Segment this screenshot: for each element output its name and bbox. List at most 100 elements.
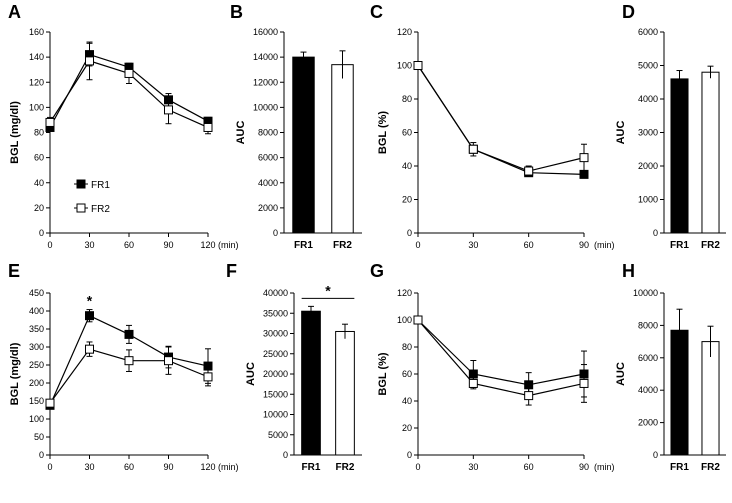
y-tick-label: 16000 bbox=[253, 27, 278, 37]
y-tick-label: 120 bbox=[397, 288, 412, 298]
x-tick-label: 90 bbox=[163, 240, 173, 250]
y-tick-label: 100 bbox=[29, 414, 44, 424]
x-tick-label: 60 bbox=[124, 240, 134, 250]
y-tick-label: 100 bbox=[29, 102, 44, 112]
y-tick-label: 0 bbox=[653, 228, 658, 238]
y-tick-label: 10000 bbox=[263, 410, 288, 420]
data-point-fr2 bbox=[203, 122, 213, 132]
y-tick-label: 20000 bbox=[263, 369, 288, 379]
bar-fr1 bbox=[292, 56, 315, 234]
data-point-fr2 bbox=[468, 378, 478, 388]
data-point-fr1 bbox=[124, 329, 134, 339]
series-line-fr1 bbox=[417, 319, 585, 386]
category-label: FR2 bbox=[701, 240, 720, 251]
data-point-fr2 bbox=[524, 391, 534, 401]
data-point-fr1 bbox=[85, 311, 94, 321]
data-point-fr2 bbox=[124, 68, 134, 78]
y-axis-label: AUC bbox=[615, 121, 627, 145]
x-tick-label: 30 bbox=[468, 462, 478, 472]
data-point-fr2 bbox=[203, 372, 213, 382]
panel-letter: E bbox=[8, 261, 20, 281]
y-axis-label: BGL (mg/dl) bbox=[9, 342, 21, 405]
y-tick-label: 120 bbox=[29, 77, 44, 87]
data-point-fr2 bbox=[85, 56, 94, 66]
y-tick-label: 35000 bbox=[263, 308, 288, 318]
y-tick-label: 0 bbox=[407, 228, 412, 238]
x-tick-label: 60 bbox=[524, 462, 534, 472]
y-tick-label: 50 bbox=[34, 432, 44, 442]
panel-e: E 0 50 100 150 200 250 300 350 400 450 BGL (mg/dl) 0… bbox=[8, 261, 239, 472]
category-label: FR2 bbox=[333, 240, 352, 251]
y-tick-label: 25000 bbox=[263, 349, 288, 359]
bar-fr2 bbox=[335, 330, 355, 456]
y-tick-label: 0 bbox=[273, 228, 278, 238]
panel-c: C 0 20 40 60 80 100 120 BGL (%) 0 30 60 90 (min) bbox=[370, 2, 615, 250]
y-tick-label: 3000 bbox=[638, 128, 658, 138]
y-tick-label: 8000 bbox=[638, 320, 658, 330]
y-tick-label: 160 bbox=[29, 27, 44, 37]
data-point-fr2 bbox=[164, 356, 173, 366]
significance-marker: * bbox=[325, 282, 331, 298]
y-tick-label: 40 bbox=[402, 161, 412, 171]
panel-letter: F bbox=[226, 261, 237, 281]
panel-letter: B bbox=[230, 2, 243, 22]
x-unit-label: (min) bbox=[594, 462, 615, 472]
panel-d: D 0 1000 2000 3000 4000 5000 6000 AUC FR1 FR2 bbox=[615, 2, 726, 251]
category-label: FR2 bbox=[701, 462, 720, 473]
x-tick-label: 30 bbox=[468, 240, 478, 250]
x-tick-label: 0 bbox=[415, 462, 420, 472]
y-tick-label: 60 bbox=[402, 369, 412, 379]
y-tick-label: 140 bbox=[29, 52, 44, 62]
data-point-fr2 bbox=[579, 378, 589, 388]
y-tick-label: 250 bbox=[29, 360, 44, 370]
y-tick-label: 150 bbox=[29, 396, 44, 406]
y-tick-label: 200 bbox=[29, 378, 44, 388]
x-tick-label: 0 bbox=[47, 240, 52, 250]
series-line-fr2 bbox=[417, 319, 585, 397]
y-tick-label: 120 bbox=[397, 27, 412, 37]
y-tick-label: 0 bbox=[407, 450, 412, 460]
y-tick-label: 300 bbox=[29, 342, 44, 352]
y-tick-label: 8000 bbox=[258, 128, 278, 138]
panel-g: G 0 20 40 60 80 100 120 BGL (%) 0 30 60 90 (min) bbox=[370, 261, 615, 472]
y-tick-label: 0 bbox=[39, 228, 44, 238]
x-tick-label: 90 bbox=[579, 240, 589, 250]
x-tick-label: 30 bbox=[84, 240, 94, 250]
category-label: FR1 bbox=[302, 462, 321, 473]
y-tick-label: 4000 bbox=[638, 94, 658, 104]
y-tick-label: 350 bbox=[29, 324, 44, 334]
panel-f: F 0 5000 10000 15000 20000 25000 30000 35000 4000… bbox=[226, 261, 362, 473]
y-tick-label: 100 bbox=[397, 315, 412, 325]
category-label: FR1 bbox=[294, 240, 313, 251]
data-point-fr2 bbox=[413, 315, 423, 325]
category-label: FR1 bbox=[670, 462, 689, 473]
significance-marker: * bbox=[87, 293, 93, 309]
y-axis-label: BGL (%) bbox=[377, 111, 389, 155]
y-tick-label: 0 bbox=[283, 450, 288, 460]
x-tick-label: 0 bbox=[47, 462, 52, 472]
y-tick-label: 5000 bbox=[638, 61, 658, 71]
y-tick-label: 6000 bbox=[258, 153, 278, 163]
y-tick-label: 60 bbox=[402, 128, 412, 138]
y-tick-label: 14000 bbox=[253, 52, 278, 62]
y-tick-label: 80 bbox=[402, 342, 412, 352]
y-tick-label: 15000 bbox=[263, 389, 288, 399]
y-tick-label: 5000 bbox=[268, 430, 288, 440]
y-axis-label: AUC bbox=[235, 121, 247, 145]
y-tick-label: 100 bbox=[397, 61, 412, 71]
y-tick-label: 0 bbox=[39, 450, 44, 460]
bar-fr1 bbox=[670, 78, 689, 234]
y-axis-label: BGL (mg/dl) bbox=[9, 101, 21, 164]
y-tick-label: 1000 bbox=[638, 195, 658, 205]
x-unit-label: (min) bbox=[218, 240, 239, 250]
data-point-fr2 bbox=[413, 61, 423, 70]
category-label: FR2 bbox=[336, 462, 355, 473]
data-point-fr1 bbox=[579, 169, 589, 179]
panel-a: A 0 20 40 60 80 100 120 140 160 BGL (mg/dl) 0 30 60 90… bbox=[8, 2, 239, 250]
panel-letter: A bbox=[8, 2, 21, 22]
y-tick-label: 4000 bbox=[638, 385, 658, 395]
y-tick-label: 400 bbox=[29, 306, 44, 316]
y-tick-label: 60 bbox=[34, 153, 44, 163]
y-tick-label: 20 bbox=[34, 203, 44, 213]
